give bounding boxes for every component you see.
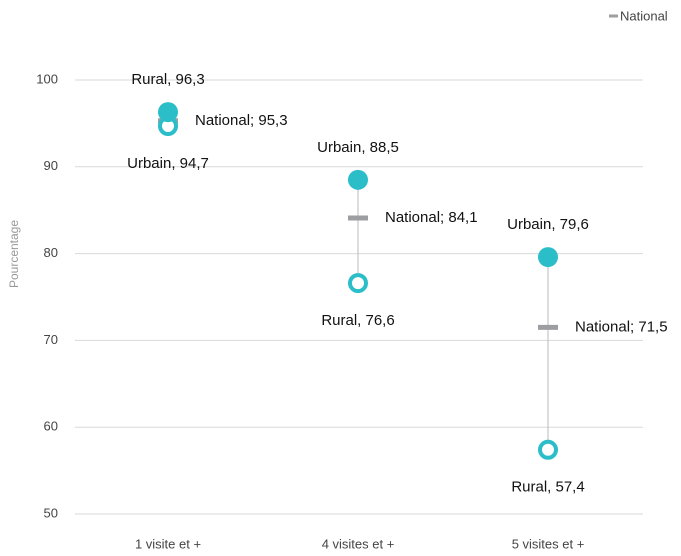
hollow-label: Urbain, 94,7 [127,155,209,172]
hollow-dot [348,273,368,294]
filled-label: Rural, 96,3 [131,71,204,88]
y-axis-label: Pourcentage [7,220,21,288]
x-tick-label: 4 visites et + [322,536,395,551]
filled-label: Urbain, 88,5 [317,139,399,156]
legend-label: National [620,8,668,23]
filled-dot [348,169,368,190]
filled-dot [538,247,558,268]
filled-dot [158,102,178,123]
hollow-dot [538,439,558,460]
national-label: National; 84,1 [385,209,478,226]
hollow-label: Rural, 57,4 [511,479,584,496]
y-tick-label: 80 [44,245,58,260]
filled-label: Urbain, 79,6 [507,216,589,233]
y-tick-label: 100 [36,71,58,86]
x-tick-label: 5 visites et + [512,536,585,551]
national-label: National; 95,3 [195,112,288,129]
y-tick-label: 70 [44,332,58,347]
y-tick-label: 90 [44,158,58,173]
national-label: National; 71,5 [575,318,668,335]
y-tick-label: 60 [44,419,58,434]
y-tick-label: 50 [44,505,58,520]
hollow-label: Rural, 76,6 [321,312,394,329]
x-tick-label: 1 visite et + [135,536,201,551]
